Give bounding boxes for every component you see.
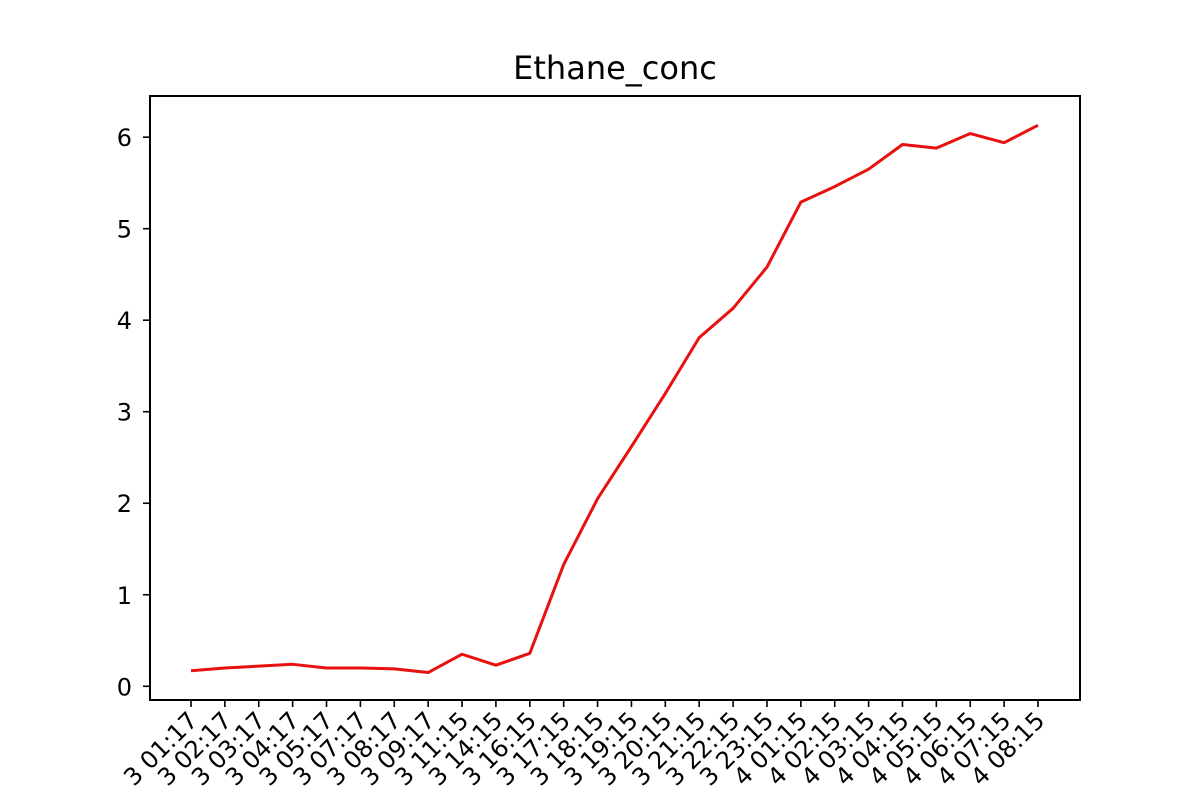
- y-tick-label: 3: [117, 399, 132, 427]
- y-tick-label: 6: [117, 124, 132, 152]
- y-tick-label: 0: [117, 673, 132, 701]
- y-tick-label: 2: [117, 490, 132, 518]
- y-tick-label: 4: [117, 307, 132, 335]
- y-tick-label: 5: [117, 216, 132, 244]
- y-tick-label: 1: [117, 582, 132, 610]
- chart-title: Ethane_conc: [513, 49, 717, 87]
